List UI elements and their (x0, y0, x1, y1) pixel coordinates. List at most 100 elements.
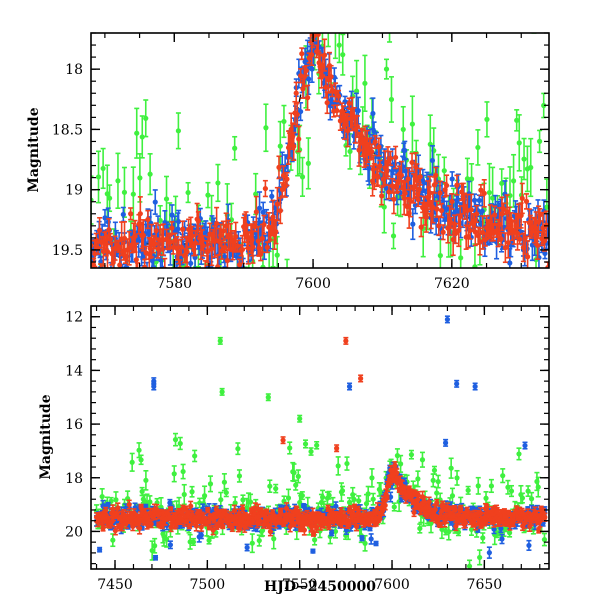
red-point (304, 84, 311, 111)
data-point (314, 442, 320, 448)
data-point (540, 225, 546, 231)
green-point (524, 145, 530, 193)
top-axis-ticks: 7580 7600 7620 18 18.5 19 19.5 (52, 32, 549, 292)
red-point (126, 230, 132, 266)
y-tick-label: 18.5 (52, 122, 83, 138)
data-point (543, 222, 549, 228)
data-point (200, 243, 206, 249)
data-point (207, 481, 214, 487)
data-point (454, 182, 460, 188)
y-tick-label: 19.5 (52, 243, 83, 259)
data-point (120, 271, 125, 276)
green-point (266, 250, 272, 268)
data-point (441, 168, 447, 174)
data-point (143, 115, 149, 121)
data-point (106, 195, 113, 201)
data-point (302, 441, 309, 447)
green-point (92, 278, 97, 326)
data-point (232, 500, 238, 506)
green-point (106, 184, 113, 213)
data-point (117, 262, 123, 268)
red-point (209, 231, 215, 267)
data-point (504, 209, 510, 215)
data-point (387, 155, 394, 161)
red-point (276, 155, 282, 180)
data-point (429, 157, 436, 164)
red-point (500, 202, 507, 216)
data-point (264, 244, 270, 250)
data-point (274, 252, 280, 258)
green-point (308, 447, 314, 456)
data-point (188, 260, 194, 266)
green-point (332, 33, 338, 60)
green-point (180, 463, 186, 480)
data-point (189, 233, 195, 239)
data-point (215, 180, 221, 186)
red-point (377, 159, 383, 173)
data-point (415, 196, 421, 203)
data-point (340, 52, 346, 58)
top-y-axis-title: Magnitude (26, 107, 42, 192)
data-point (477, 238, 483, 245)
blue-point (429, 145, 436, 176)
green-point (437, 238, 443, 268)
red-point (380, 171, 386, 187)
blue-point (125, 269, 130, 299)
green-point (536, 129, 543, 154)
data-point (370, 110, 376, 117)
green-point (137, 153, 143, 203)
red-point (135, 262, 141, 268)
green-point (190, 537, 197, 547)
red-point (277, 197, 283, 225)
data-point (502, 245, 508, 251)
data-point (98, 271, 103, 276)
data-point (400, 126, 406, 133)
data-point (142, 264, 148, 268)
red-point (143, 245, 149, 261)
green-point (281, 104, 287, 139)
data-point (492, 212, 498, 218)
data-point (427, 190, 433, 196)
data-point (434, 206, 440, 212)
data-point (507, 260, 513, 266)
data-point (125, 276, 130, 281)
data-point (505, 240, 511, 246)
data-point (281, 118, 287, 125)
green-point (139, 115, 145, 159)
data-point (345, 128, 351, 134)
data-point (299, 492, 305, 499)
data-point (190, 539, 197, 545)
red-point (537, 207, 543, 222)
data-point (362, 80, 368, 86)
data-point (246, 276, 251, 281)
data-point (402, 190, 408, 196)
green-point (541, 92, 547, 119)
blue-point (188, 253, 194, 268)
data-point (95, 174, 102, 180)
data-point (262, 185, 268, 192)
green-point (236, 469, 243, 483)
data-point (305, 160, 311, 166)
data-point (271, 536, 277, 542)
green-point (110, 533, 116, 548)
green-point (383, 58, 390, 80)
data-point (143, 477, 149, 483)
red-point (262, 179, 268, 198)
y-tick-label: 19 (65, 183, 83, 199)
data-point (440, 229, 446, 235)
data-point (464, 207, 470, 214)
data-point (308, 448, 314, 455)
data-point (92, 251, 98, 257)
data-point (392, 161, 398, 167)
data-point (295, 473, 301, 479)
data-point (259, 527, 266, 534)
data-point (437, 252, 443, 259)
data-point (534, 242, 541, 249)
data-point (462, 203, 468, 209)
data-point (456, 227, 462, 233)
red-point (220, 220, 226, 242)
data-point (273, 485, 279, 492)
data-point (531, 9, 536, 14)
red-point (440, 224, 446, 241)
